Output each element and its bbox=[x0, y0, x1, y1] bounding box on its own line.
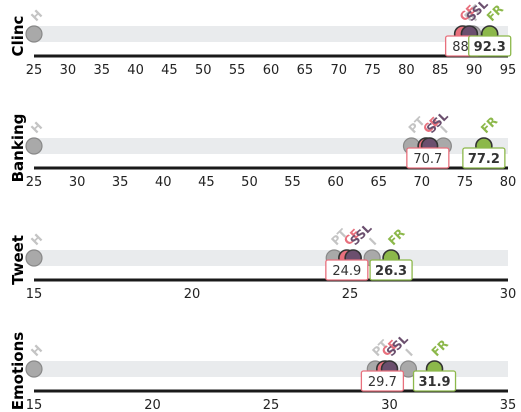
x-tick-label: 50 bbox=[195, 63, 212, 78]
x-tick-label: 30 bbox=[60, 63, 77, 78]
marker-i bbox=[399, 360, 418, 378]
panel-title: Banking bbox=[9, 114, 27, 183]
x-tick-label: 45 bbox=[161, 63, 178, 78]
x-tick-label: 85 bbox=[432, 63, 449, 78]
marker-label-h: H bbox=[28, 231, 45, 248]
value-label: 88. bbox=[452, 40, 473, 55]
marker-label-fr: FR bbox=[478, 114, 500, 136]
marker-h bbox=[25, 137, 43, 155]
track-band bbox=[34, 138, 508, 154]
x-tick-label: 65 bbox=[370, 175, 387, 190]
x-tick-label: 95 bbox=[500, 63, 517, 78]
marker-label-h: H bbox=[28, 119, 45, 136]
value-label-box bbox=[468, 35, 512, 57]
x-tick-label: 40 bbox=[127, 63, 144, 78]
x-tick-label: 70 bbox=[414, 175, 431, 190]
x-tick-label: 80 bbox=[500, 175, 517, 190]
value-label-box bbox=[406, 147, 450, 169]
value-label: 70.7 bbox=[413, 152, 442, 167]
x-tick-label: 75 bbox=[364, 63, 381, 78]
marker-h bbox=[25, 25, 43, 43]
x-tick-label: 70 bbox=[330, 63, 347, 78]
x-tick-label: 55 bbox=[284, 175, 301, 190]
value-label-box bbox=[369, 259, 413, 281]
marker-label-fr: FR bbox=[385, 226, 407, 248]
value-label-box bbox=[462, 147, 506, 169]
x-tick-label: 30 bbox=[500, 287, 517, 302]
x-tick-label: 35 bbox=[93, 63, 110, 78]
marker-h bbox=[25, 360, 43, 378]
marker-label-h: H bbox=[28, 342, 45, 359]
track-band bbox=[34, 26, 508, 42]
value-label-box bbox=[325, 259, 369, 281]
marker-label-fr: FR bbox=[429, 337, 451, 359]
x-tick-label: 60 bbox=[327, 175, 344, 190]
panel-title: Tweet bbox=[9, 235, 27, 285]
x-tick-label: 20 bbox=[144, 398, 161, 412]
x-tick-label: 90 bbox=[466, 63, 483, 78]
x-tick-label: 30 bbox=[381, 398, 398, 412]
x-tick-label: 30 bbox=[69, 175, 86, 190]
x-tick-label: 25 bbox=[263, 398, 280, 412]
value-label: 77.2 bbox=[468, 152, 500, 167]
x-tick-label: 35 bbox=[112, 175, 129, 190]
value-label: 31.9 bbox=[418, 375, 450, 390]
x-tick-label: 75 bbox=[457, 175, 474, 190]
x-tick-label: 80 bbox=[398, 63, 415, 78]
x-tick-label: 35 bbox=[500, 398, 517, 412]
x-tick-label: 60 bbox=[263, 63, 280, 78]
x-tick-label: 50 bbox=[241, 175, 258, 190]
x-tick-label: 25 bbox=[26, 175, 43, 190]
x-tick-label: 25 bbox=[342, 287, 359, 302]
track-band bbox=[34, 250, 508, 266]
value-label: 29.7 bbox=[368, 375, 397, 390]
x-tick-label: 20 bbox=[184, 287, 201, 302]
x-tick-label: 55 bbox=[229, 63, 246, 78]
marker-label-h: H bbox=[28, 7, 45, 24]
x-tick-label: 65 bbox=[297, 63, 314, 78]
value-label: 26.3 bbox=[375, 264, 407, 279]
panel-title: Clinc bbox=[9, 16, 27, 57]
x-tick-label: 45 bbox=[198, 175, 215, 190]
marker-h bbox=[25, 249, 43, 267]
x-tick-label: 40 bbox=[155, 175, 172, 190]
value-label: 24.9 bbox=[332, 264, 361, 279]
value-label: 92.3 bbox=[474, 40, 506, 55]
value-label-box bbox=[412, 370, 457, 392]
value-label-box bbox=[360, 370, 405, 392]
x-tick-label: 15 bbox=[26, 287, 43, 302]
x-tick-label: 15 bbox=[26, 398, 43, 412]
panel-title: Emotions bbox=[9, 332, 27, 410]
x-tick-label: 25 bbox=[26, 63, 43, 78]
